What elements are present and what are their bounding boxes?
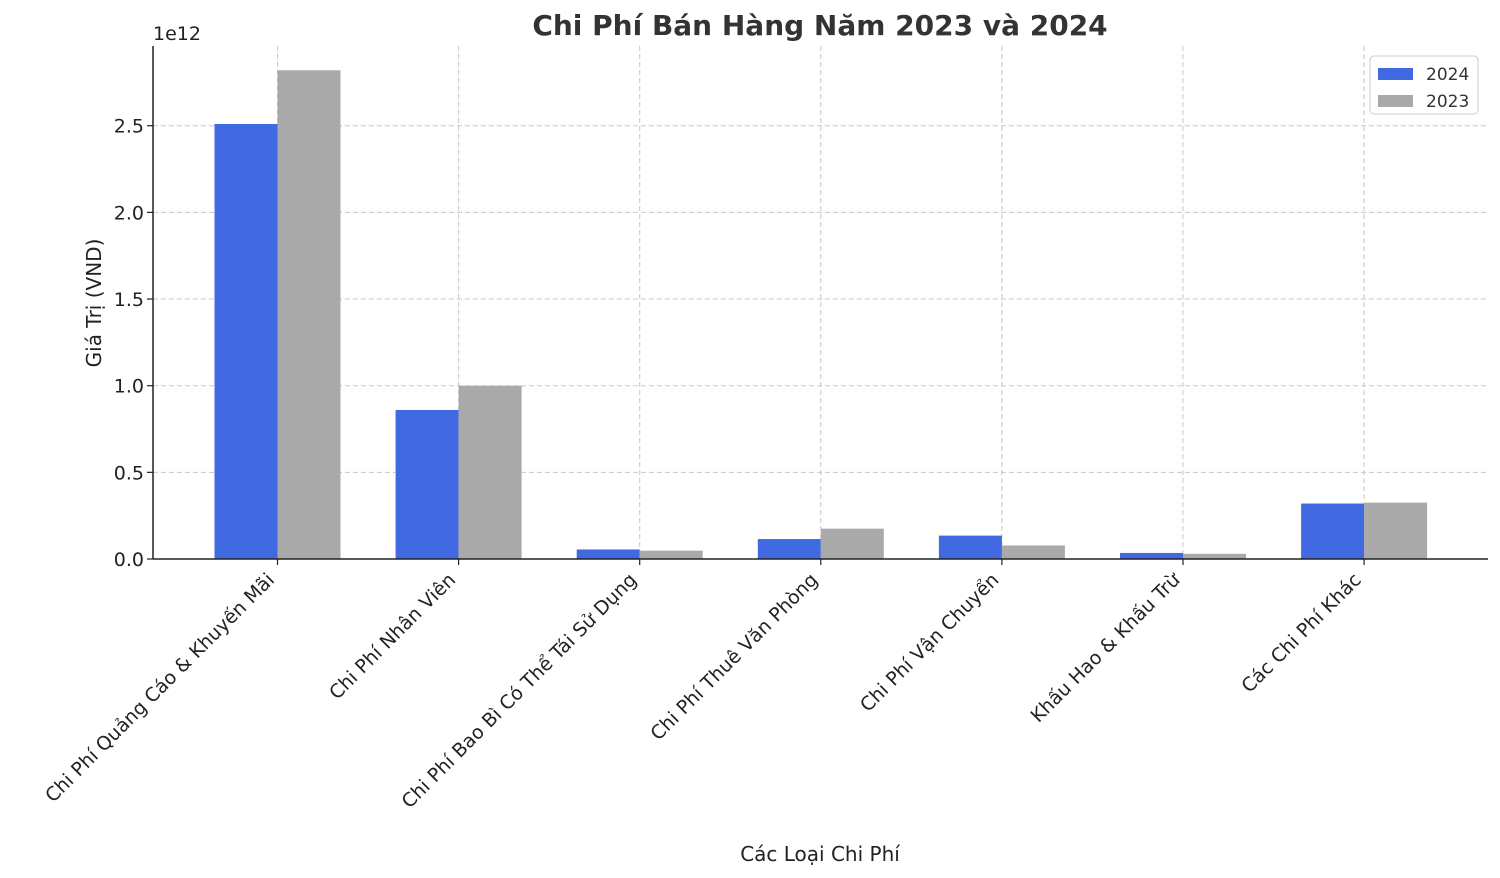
bar-2023-2 [639, 550, 703, 559]
x-axis-label: Các Loại Chi Phí [740, 842, 901, 866]
y-tick-label-5: 2.5 [114, 116, 144, 138]
grid-lines [153, 46, 1488, 560]
y-tick-label-2: 1.0 [114, 376, 144, 398]
y-axis-label: Giá Trị (VND) [82, 239, 106, 368]
bar-2023-1 [458, 385, 522, 559]
legend-swatch-2023 [1378, 95, 1413, 107]
chart-title: Chi Phí Bán Hàng Năm 2023 và 2024 [532, 9, 1107, 42]
legend: 2024 2023 [1369, 55, 1479, 115]
bar-2023-6 [1364, 502, 1428, 559]
bar-2024-5 [1120, 552, 1183, 559]
y-tick-label-4: 2.0 [114, 202, 144, 224]
legend-label-2024: 2024 [1426, 65, 1469, 85]
bar-2024-4 [938, 535, 1002, 559]
bar-2023-3 [820, 528, 884, 559]
x-tick-label-6: Các Chi Phí Khác [1237, 569, 1365, 697]
legend-label-2023: 2023 [1426, 92, 1469, 112]
bar-2023-0 [277, 70, 341, 559]
y-ticks: 0.0 0.5 1.0 1.5 2.0 2.5 [114, 116, 153, 571]
legend-swatch-2024 [1378, 68, 1413, 80]
y-multiplier-label: 1e12 [153, 23, 201, 45]
bar-2024-0 [214, 123, 278, 559]
bars [214, 70, 1428, 559]
y-tick-label-3: 1.5 [114, 289, 144, 311]
bar-2024-3 [757, 539, 821, 559]
y-tick-label-0: 0.0 [114, 549, 144, 571]
x-tick-label-5: Khấu Hao & Khấu Trừ [1026, 568, 1185, 727]
y-tick-label-1: 0.5 [114, 462, 144, 484]
bar-2023-5 [1183, 553, 1246, 559]
bar-2024-6 [1301, 503, 1365, 559]
x-ticks: Chi Phí Quảng Cáo & Khuyến Mãi Chi Phí Nh… [41, 559, 1366, 813]
bar-2024-2 [576, 549, 640, 559]
bar-2024-1 [395, 409, 459, 559]
x-tick-label-4: Chi Phí Vận Chuyển [856, 569, 1003, 716]
x-tick-label-1: Chi Phí Nhân Viên [325, 569, 460, 704]
x-tick-label-3: Chi Phí Thuê Văn Phòng [646, 569, 822, 745]
x-tick-label-0: Chi Phí Quảng Cáo & Khuyến Mãi [41, 569, 279, 807]
bar-2023-4 [1001, 545, 1065, 559]
